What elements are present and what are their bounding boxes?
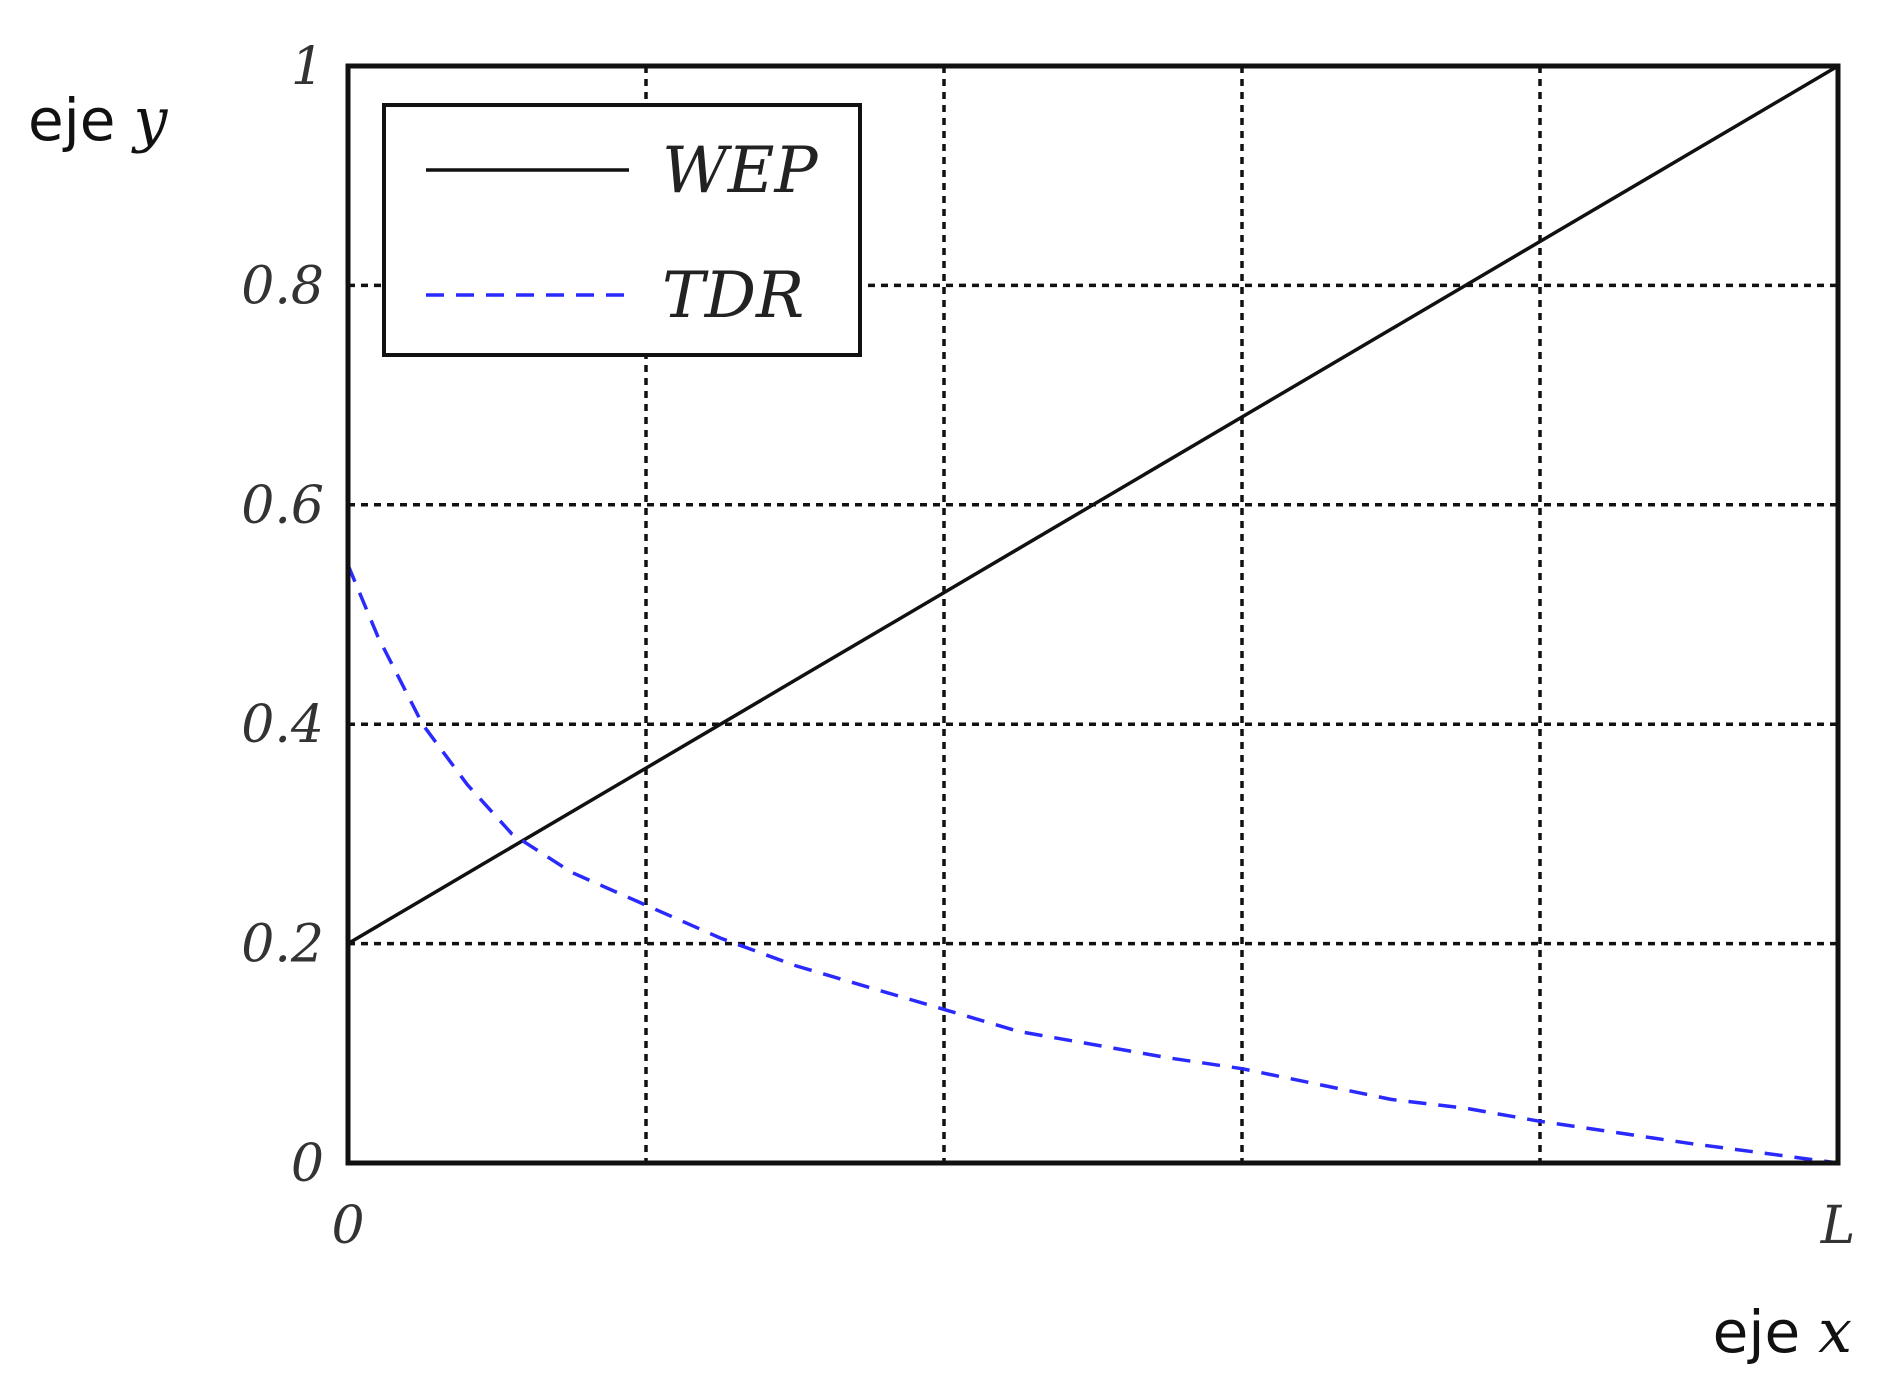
y-axis-label-prefix: eje [28, 86, 115, 154]
y-axis-label: eje y [28, 85, 168, 155]
plot-area-frame [345, 63, 1841, 1166]
x-tick-label: 0 [331, 1196, 364, 1256]
x-axis-label: eje x [1713, 1297, 1852, 1367]
y-tick-label: 0.6 [241, 476, 324, 536]
y-axis-label-var: y [130, 85, 168, 155]
y-tick-label: 0.4 [241, 695, 324, 755]
series-line-tdr [346, 564, 1839, 1165]
series-layer [346, 64, 1839, 1165]
x-axis-label-prefix: eje [1713, 1298, 1800, 1366]
x-tick-label: L [1820, 1196, 1856, 1256]
legend: WEP TDR [382, 103, 862, 357]
y-tick-label: 0.8 [241, 256, 324, 316]
legend-label-wep: WEP [662, 134, 819, 208]
series-line-wep [347, 64, 1839, 946]
legend-box [382, 103, 862, 357]
y-tick-label: 0 [291, 1134, 324, 1194]
tick-labels: 0 0.2 0.4 0.6 0.8 1 0 L [241, 37, 1855, 1256]
y-tick-label: 0.2 [241, 915, 324, 975]
x-axis-label-var: x [1818, 1297, 1852, 1367]
legend-label-tdr: TDR [662, 259, 804, 333]
y-tick-label: 1 [291, 37, 324, 97]
